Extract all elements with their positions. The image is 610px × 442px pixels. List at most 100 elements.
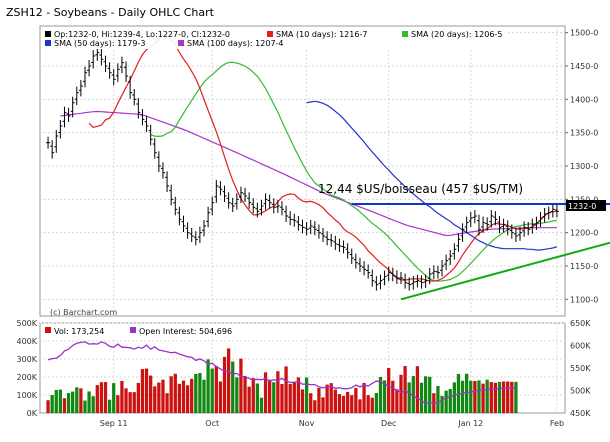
oi-legend: Open Interest: 504,696 bbox=[139, 327, 232, 336]
legend-sma100: SMA (100 days): 1207-4 bbox=[187, 39, 284, 48]
volume-bar bbox=[128, 392, 132, 413]
volume-bar bbox=[58, 389, 63, 413]
price-tick-label: 1500-0 bbox=[570, 29, 598, 38]
legend-ohlc: Op:1232-0, Hi:1239-4, Lo:1227-0, Cl:1232… bbox=[54, 30, 230, 39]
vol-tick-label: 500K bbox=[16, 319, 37, 328]
volume-bar bbox=[510, 381, 514, 413]
vol-tick-label: 0K bbox=[27, 409, 38, 418]
volume-bar bbox=[280, 384, 284, 413]
volume-bar bbox=[268, 379, 272, 413]
volume-bar bbox=[321, 397, 325, 413]
sma100-line bbox=[60, 110, 557, 237]
price-tick-label: 1400-0 bbox=[570, 95, 598, 104]
volume-bar bbox=[469, 380, 473, 413]
volume-bar bbox=[157, 382, 161, 413]
vol-legend-box bbox=[41, 324, 311, 337]
volume-bar bbox=[501, 381, 506, 413]
volume-bar bbox=[66, 393, 71, 413]
vol-tick-label: 400K bbox=[16, 337, 37, 346]
sma20-line bbox=[150, 61, 557, 282]
volume-bar bbox=[337, 394, 342, 413]
volume-bar bbox=[313, 400, 317, 413]
volume-bar bbox=[79, 388, 83, 413]
volume-bar bbox=[173, 373, 177, 413]
volume-bar bbox=[444, 390, 448, 413]
price-tick-label: 1350-0 bbox=[570, 129, 598, 138]
volume-bar bbox=[263, 372, 268, 413]
volume-bar bbox=[99, 382, 104, 413]
volume-bar bbox=[75, 387, 79, 413]
volume-bar bbox=[83, 400, 87, 413]
volume-bar bbox=[284, 366, 288, 413]
volume-bar bbox=[292, 381, 296, 413]
x-tick-label: Feb bbox=[550, 419, 564, 428]
volume-bar bbox=[370, 397, 374, 413]
volume-bar bbox=[485, 379, 489, 413]
volume-bar bbox=[387, 368, 391, 413]
volume-bar bbox=[140, 369, 145, 413]
volume-bar bbox=[214, 366, 218, 413]
volume-bar bbox=[161, 379, 165, 413]
volume-bar bbox=[62, 398, 67, 413]
volume-bar bbox=[395, 389, 399, 413]
vol-legend-swatch bbox=[45, 327, 51, 333]
legend-sma20: SMA (20 days): 1206-5 bbox=[411, 30, 502, 39]
annotation-text: 12,44 $US/boisseau (457 $US/TM) bbox=[318, 182, 523, 196]
legend-sma50: SMA (50 days): 1179-3 bbox=[54, 39, 145, 48]
volume-bar bbox=[153, 386, 157, 413]
legend-swatch-sma50 bbox=[45, 40, 51, 46]
volume-bar bbox=[473, 380, 477, 413]
volume-bar bbox=[210, 368, 214, 413]
volume-bar bbox=[185, 385, 190, 413]
volume-bar bbox=[391, 380, 395, 413]
volume-bar bbox=[165, 393, 169, 413]
volume-bar bbox=[346, 391, 350, 413]
legend-swatch-ohlc bbox=[45, 31, 51, 37]
volume-bar bbox=[120, 380, 124, 413]
volume-bar bbox=[226, 348, 231, 413]
volume-bar bbox=[378, 377, 383, 413]
sma50-line bbox=[306, 100, 558, 251]
volume-bar bbox=[366, 395, 370, 413]
vol-tick-label: 100K bbox=[16, 391, 37, 400]
volume-bar bbox=[309, 393, 313, 413]
volume-bar bbox=[71, 391, 75, 413]
volume-bar bbox=[415, 366, 420, 413]
volume-bar bbox=[436, 386, 440, 413]
price-tick-label: 1150-0 bbox=[570, 262, 598, 271]
oi-tick-label: 450K bbox=[570, 409, 591, 418]
volume-bar bbox=[103, 382, 108, 413]
volume-bar bbox=[477, 380, 481, 413]
volume-bar bbox=[149, 375, 153, 413]
x-tick-label: Nov bbox=[299, 419, 315, 428]
volume-bar bbox=[350, 395, 354, 413]
volume-bar bbox=[116, 395, 120, 413]
volume-bar bbox=[296, 377, 301, 413]
volume-bar bbox=[354, 387, 358, 413]
legend-swatch-sma100 bbox=[178, 40, 184, 46]
volume-bar bbox=[403, 366, 407, 413]
volume-bar bbox=[358, 399, 362, 413]
volume-bar bbox=[325, 384, 329, 413]
oi-tick-label: 550K bbox=[570, 364, 591, 373]
volume-bar bbox=[452, 382, 456, 413]
volume-bar bbox=[300, 389, 305, 413]
price-tick-label: 1200-0 bbox=[570, 229, 598, 238]
volume-bar bbox=[136, 382, 140, 413]
volume-bar bbox=[304, 377, 309, 413]
volume-bar bbox=[317, 387, 321, 413]
volume-bar bbox=[231, 361, 235, 413]
volume-bar bbox=[276, 371, 280, 413]
volume-bar bbox=[407, 382, 411, 413]
volume-bar bbox=[107, 399, 112, 413]
legend-swatch-sma10 bbox=[267, 31, 273, 37]
volume-bar bbox=[493, 382, 498, 413]
volume-bar bbox=[329, 383, 333, 413]
volume-bar bbox=[448, 389, 452, 413]
volume-bar bbox=[239, 358, 243, 413]
volume-bar bbox=[202, 379, 206, 413]
volume-bar bbox=[272, 382, 276, 413]
volume-bar bbox=[87, 391, 91, 413]
